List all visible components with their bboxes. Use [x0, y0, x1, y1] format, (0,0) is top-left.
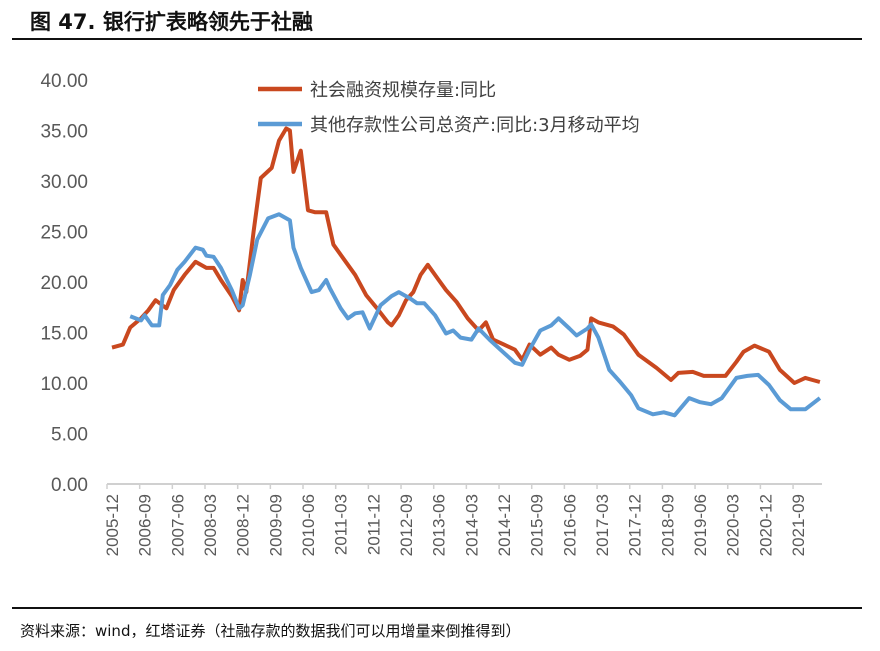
x-tick-label: 2014-03	[462, 494, 481, 556]
x-tick-label: 2005-12	[103, 494, 122, 556]
x-axis: 2005-12 2006-09 2007-06 2008-03 2008-12 2009-…	[103, 483, 822, 556]
y-tick-label: 15.00	[40, 324, 88, 345]
x-tick-label: 2015-09	[528, 494, 547, 556]
x-tick-label: 2014-12	[495, 494, 514, 556]
y-axis: 0.00 5.00 10.00 15.00 20.00 25.00 30.00 35.00 40…	[40, 71, 88, 496]
series-lines	[111, 126, 822, 418]
y-tick-label: 20.00	[40, 273, 88, 294]
y-tick-label: 30.00	[40, 172, 88, 193]
x-tick-label: 2013-06	[430, 494, 449, 556]
legend-label-2: 其他存款性公司总资产:同比:3月移动平均	[310, 115, 640, 136]
y-tick-label: 10.00	[40, 374, 88, 395]
x-tick-label: 2017-03	[593, 494, 612, 556]
x-tick-label: 2011-03	[332, 494, 351, 555]
series-line-1	[111, 126, 821, 385]
y-tick-label: 25.00	[40, 223, 88, 244]
source-note: 资料来源：wind，红塔证券（社融存款的数据我们可以用增量来倒推得到）	[20, 622, 521, 640]
y-tick-label: 40.00	[40, 71, 88, 92]
y-tick-label: 35.00	[40, 122, 88, 143]
x-tick-label: 2010-06	[299, 494, 318, 556]
source-divider	[12, 607, 862, 609]
title-divider	[12, 38, 862, 40]
x-tick-label: 2007-06	[168, 494, 187, 556]
x-tick-label: 2019-06	[691, 494, 710, 556]
y-tick-label: 0.00	[51, 475, 88, 496]
x-tick-label: 2008-03	[201, 494, 220, 556]
x-tick-label: 2018-09	[658, 494, 677, 556]
x-tick-label: 2009-09	[266, 494, 285, 556]
y-tick-label: 5.00	[51, 425, 88, 446]
x-tick-label: 2016-06	[560, 494, 579, 556]
series-line-2	[129, 212, 822, 418]
legend-label-1: 社会融资规模存量:同比	[310, 80, 496, 101]
x-tick-label: 2008-12	[234, 494, 253, 556]
x-tick-label: 2017-12	[626, 494, 645, 556]
x-tick-label: 2020-03	[724, 494, 743, 556]
x-tick-label: 2006-09	[136, 494, 155, 556]
x-tick-label: 2021-09	[789, 494, 808, 556]
x-tick-label: 2020-12	[756, 494, 775, 556]
x-tick-label: 2011-12	[364, 494, 383, 555]
x-tick-label: 2012-09	[397, 494, 416, 556]
figure-title: 图 47. 银行扩表略领先于社融	[30, 10, 313, 34]
